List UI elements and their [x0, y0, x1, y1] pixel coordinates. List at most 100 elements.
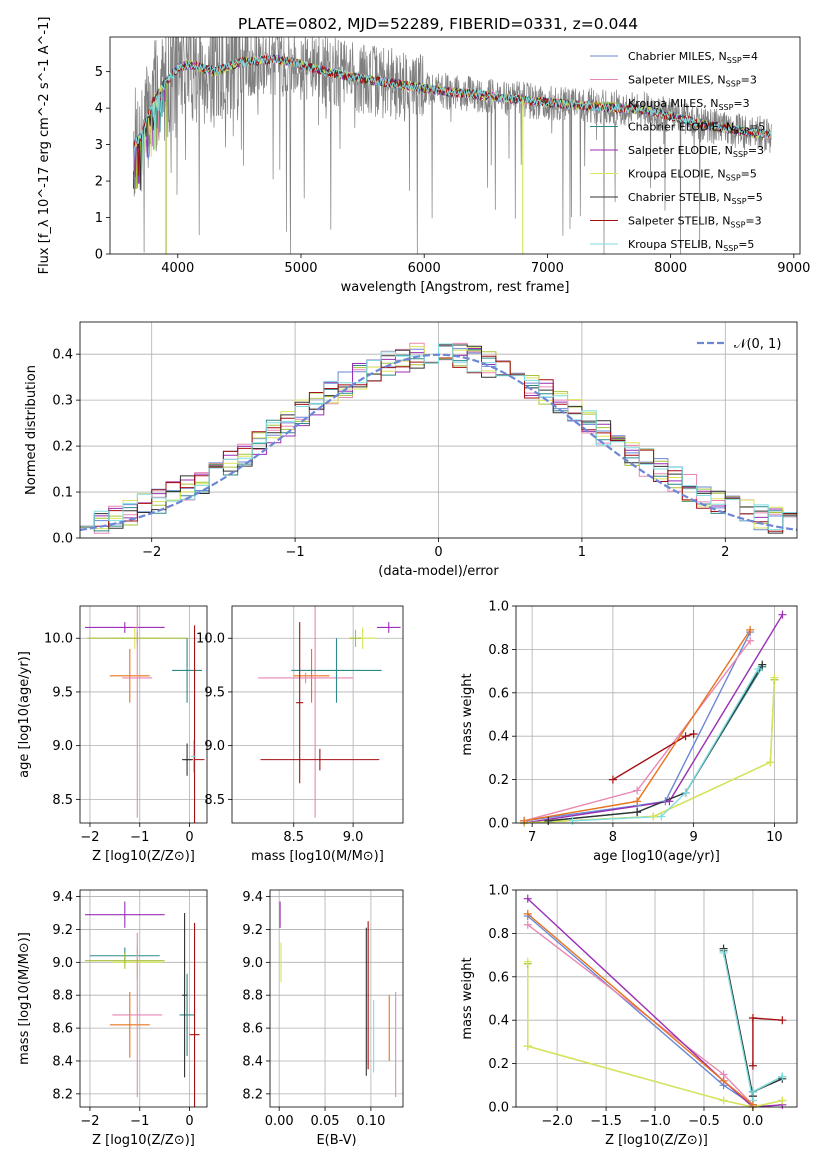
mass-weight-point-marker: [665, 797, 674, 806]
y-tick-label: 0.3: [52, 394, 73, 409]
y-tick-label: 8.4: [52, 1054, 73, 1069]
x-tick-label: 0.05: [311, 1114, 340, 1129]
x-tick-label: 8000: [654, 261, 687, 276]
y-tick-label: 8.2: [242, 1087, 263, 1102]
axes-layer: 4000 5000 6000 7000 8000 9000012345wavelength…: [17, 17, 810, 1148]
y-tick-label: 0.6: [488, 970, 509, 985]
x-tick-label: −2.0: [541, 1114, 573, 1129]
mass-weight-series-line: [752, 1017, 783, 1066]
model-spectrum-line: [133, 54, 772, 191]
x-tick-label: 0: [434, 545, 442, 560]
x-tick-label: −0.5: [688, 1114, 720, 1129]
legend-entry: Salpeter STELIB, NSSP=3: [628, 215, 762, 230]
mass-weight-series-line: [524, 679, 776, 823]
legend-entry: Chabrier STELIB, NSSP=5: [628, 191, 763, 206]
x-tick-label: −1: [130, 830, 149, 845]
y-tick-label: 9.0: [204, 739, 225, 754]
plot-area-age_vs_mass: [258, 606, 401, 818]
gaussian-curve: [80, 353, 797, 531]
x-axis-label: mass [log10(M/M⊙)]: [251, 849, 384, 864]
x-axis-label: wavelength [Angstrom, rest frame]: [341, 280, 570, 295]
mass-weight-point-marker: [649, 812, 658, 821]
y-tick-label: 9.0: [52, 956, 73, 971]
x-tick-label: 5000: [284, 261, 317, 276]
y-tick-label: 1.0: [488, 884, 509, 899]
plot-area-mass_vs_Z: [84, 901, 200, 1107]
mass-weight-point-marker: [748, 1087, 757, 1096]
y-tick-label: 9.4: [242, 890, 263, 905]
figure-title: PLATE=0802, MJD=52289, FIBERID=0331, z=0…: [238, 15, 638, 33]
x-tick-label: 8: [609, 830, 617, 845]
y-tick-label: 0.4: [488, 1014, 509, 1029]
plot-area-spec: [132, 37, 772, 254]
x-tick-label: 6000: [408, 261, 441, 276]
y-tick-label: 10.0: [44, 632, 73, 647]
y-tick-label: 0.4: [52, 348, 73, 363]
x-tick-label: 10: [766, 830, 783, 845]
mass-weight-point-marker: [544, 816, 553, 825]
axes-frame: [79, 889, 208, 1108]
x-tick-label: 7000: [531, 261, 564, 276]
mass-weight-point-marker: [633, 786, 642, 795]
y-tick-label: 1: [95, 211, 103, 226]
mass-weight-series-line: [548, 664, 763, 822]
y-tick-label: 0.1: [52, 486, 73, 501]
legend-entry: Chabrier MILES, NSSP=4: [628, 50, 758, 65]
y-tick-label: 8.5: [204, 793, 225, 808]
y-tick-label: 0.2: [488, 1057, 509, 1072]
x-tick-label: 2: [721, 545, 729, 560]
x-tick-label: −1.5: [590, 1114, 622, 1129]
y-tick-label: 0.4: [488, 730, 509, 745]
x-axis-label: Z [log10(Z/Z⊙)]: [605, 1133, 708, 1148]
mass-weight-point-marker: [778, 610, 787, 619]
y-tick-label: 8.2: [52, 1087, 73, 1102]
y-tick-label: 9.2: [242, 923, 263, 938]
y-tick-label: 9.2: [52, 923, 73, 938]
axes-frame: [269, 889, 404, 1108]
y-axis-label: Normed distribution: [24, 365, 39, 495]
plot-area-massweight_vs_age: [523, 614, 784, 823]
mass-weight-point-marker: [523, 909, 532, 918]
y-tick-label: 9.5: [52, 685, 73, 700]
x-tick-label: 7: [528, 830, 536, 845]
mass-weight-point-marker: [523, 957, 532, 966]
mass-weight-series-line: [527, 898, 783, 1107]
mass-weight-point-marker: [689, 730, 698, 739]
y-tick-label: 3: [95, 138, 103, 153]
mass-weight-series-line: [548, 666, 763, 822]
mass-weight-point-marker: [523, 920, 532, 929]
x-tick-label: 9.0: [343, 830, 364, 845]
mass-weight-point-marker: [719, 1076, 728, 1085]
mass-weight-point-marker: [520, 816, 529, 825]
y-axis-label: mass [log10(M/M⊙)]: [17, 932, 32, 1065]
x-tick-label: −2: [80, 830, 99, 845]
mass-weight-point-marker: [770, 673, 779, 682]
mass-weight-point-marker: [719, 1096, 728, 1105]
axes-frame: [515, 605, 798, 824]
mass-weight-series-line: [524, 677, 776, 823]
mass-weight-point-marker: [719, 948, 728, 957]
x-axis-label: E(B-V): [316, 1133, 356, 1148]
legend-entry: 𝒩(0, 1): [734, 337, 781, 352]
y-tick-label: 0.2: [52, 440, 73, 455]
y-tick-label: 2: [95, 175, 103, 190]
x-tick-label: 1: [578, 545, 586, 560]
mass-weight-point-marker: [657, 812, 666, 821]
y-tick-label: 9.5: [204, 685, 225, 700]
x-tick-label: 4000: [161, 261, 194, 276]
axes-frame: [79, 321, 798, 539]
y-axis-label: age [log10(age/yr)]: [17, 651, 32, 778]
legend-entry: Kroupa STELIB, NSSP=5: [628, 238, 754, 253]
x-tick-label: −2: [80, 1114, 99, 1129]
plot-area-age_vs_Z: [84, 606, 205, 823]
y-tick-label: 8.8: [52, 989, 73, 1004]
model-spectrum-line: [132, 54, 772, 175]
mass-weight-point-marker: [746, 636, 755, 645]
y-tick-label: 0.6: [488, 686, 509, 701]
x-tick-label: 0.00: [265, 1114, 294, 1129]
legend-entry: Kroupa ELODIE, NSSP=5: [628, 168, 757, 183]
mass-weight-series-line: [612, 733, 694, 781]
mass-weight-point-marker: [758, 660, 767, 669]
y-tick-label: 9.0: [242, 956, 263, 971]
